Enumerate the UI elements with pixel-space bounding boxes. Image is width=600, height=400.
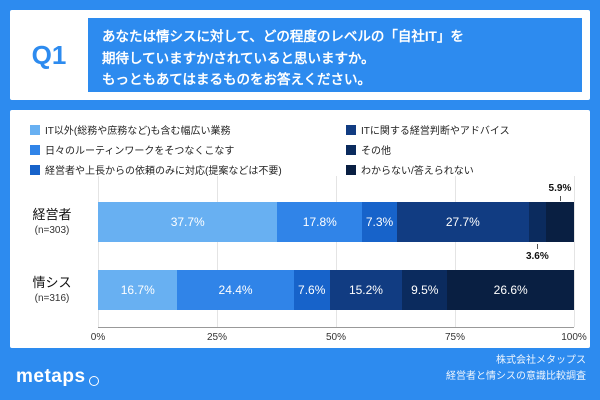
bar-segment: 37.7% bbox=[98, 202, 278, 242]
chart-legend: IT以外(総務や庶務など)も含む幅広い業務 日々のルーティンワークをそつなくこなす… bbox=[30, 122, 582, 177]
legend-item: 日々のルーティンワークをそつなくこなす bbox=[30, 142, 346, 157]
category-n: (n=316) bbox=[34, 292, 70, 304]
category-label-joshisu: 情シス (n=316) bbox=[10, 275, 94, 305]
credit-line-survey: 経営者と情シスの意識比較調査 bbox=[446, 370, 586, 382]
bar-segment: 7.3% bbox=[362, 202, 397, 242]
gridline bbox=[336, 176, 337, 327]
bar-segment bbox=[545, 202, 574, 242]
gridline bbox=[574, 176, 575, 327]
x-tick-label: 75% bbox=[444, 332, 466, 343]
legend-swatch bbox=[30, 124, 40, 135]
category-name: 経営者 bbox=[32, 207, 72, 222]
callout-leader-line bbox=[559, 196, 561, 201]
legend-label: 日々のルーティンワークをそつなくこなす bbox=[45, 146, 235, 157]
bar-segment: 27.7% bbox=[396, 202, 529, 242]
legend-item: ITに関する経営判断やアドバイス bbox=[346, 122, 510, 137]
bar-segment: 9.5% bbox=[402, 270, 448, 310]
question-line: もっともあてはまるものをお答えください。 bbox=[102, 72, 372, 88]
legend-label: わからない/答えられない bbox=[361, 166, 474, 177]
legend-swatch bbox=[346, 124, 356, 135]
bar-segment: 7.6% bbox=[293, 270, 330, 310]
legend-label: ITに関する経営判断やアドバイス bbox=[361, 126, 510, 137]
gridline bbox=[455, 176, 456, 327]
metaps-logo-mark-circle bbox=[88, 376, 99, 386]
survey-credits: 株式会社メタップス 経営者と情シスの意識比較調査 bbox=[446, 353, 586, 384]
legend-column-1: IT以外(総務や庶務など)も含む幅広い業務 日々のルーティンワークをそつなくこなす… bbox=[30, 122, 346, 177]
stacked-bar-joshisu: 16.7% 24.4% 7.6% 15.2% 9.5% 26.6% bbox=[98, 270, 574, 310]
legend-item: IT以外(総務や庶務など)も含む幅広い業務 bbox=[30, 122, 346, 137]
legend-column-2: ITに関する経営判断やアドバイス その他わからない/答えられない bbox=[346, 122, 510, 177]
category-n: (n=303) bbox=[34, 224, 70, 236]
x-tick-label: 50% bbox=[325, 332, 347, 343]
bar-segment: 24.4% bbox=[177, 270, 294, 310]
legend-swatch bbox=[346, 164, 356, 175]
legend-swatch bbox=[30, 144, 40, 155]
callout-leader-line bbox=[537, 244, 539, 249]
legend-item: 経営者や上長からの依頼のみに対応(提案などは不要) bbox=[30, 162, 346, 177]
legend-label: その他 bbox=[361, 146, 391, 157]
gridline bbox=[217, 176, 218, 327]
category-name: 情シス bbox=[32, 275, 72, 290]
question-line: あなたは情シスに対して、どの程度のレベルの「自社IT」を bbox=[102, 29, 464, 44]
x-tick-label: 25% bbox=[206, 332, 228, 343]
legend-item: わからない/答えられない bbox=[346, 162, 510, 177]
x-tick-label: 100% bbox=[561, 332, 587, 343]
x-axis-ticks: 0% 25% 50% 75% 100% bbox=[91, 332, 587, 346]
plot-area: 37.7% 17.8% 7.3% 27.7% 16.7% 24.4% 7.6% 15.2% 9.… bbox=[98, 176, 575, 328]
x-tick-label: 0% bbox=[90, 332, 106, 343]
metaps-logo: metaps bbox=[16, 367, 99, 386]
legend-swatch bbox=[30, 164, 40, 175]
legend-label: 経営者や上長からの依頼のみに対応(提案などは不要) bbox=[45, 166, 282, 177]
question-line: 期待していますか/されていると思いますか。 bbox=[102, 50, 375, 66]
credit-line-company: 株式会社メタップス bbox=[496, 355, 586, 366]
legend-swatch bbox=[346, 144, 356, 155]
question-number: Q1 bbox=[31, 39, 67, 70]
outside-value-label: 3.6% bbox=[525, 251, 549, 262]
chart-card: IT以外(総務や庶務など)も含む幅広い業務 日々のルーティンワークをそつなくこなす… bbox=[10, 110, 590, 348]
outside-value-label: 5.9% bbox=[548, 183, 572, 194]
question-card: Q1 あなたは情シスに対して、どの程度のレベルの「自社IT」を 期待していますか… bbox=[10, 10, 590, 100]
bar-segment: 15.2% bbox=[329, 270, 403, 310]
bar-segment: 16.7% bbox=[98, 270, 178, 310]
legend-item: その他 bbox=[346, 142, 510, 157]
gridline bbox=[98, 176, 99, 327]
category-label-keieisha: 経営者 (n=303) bbox=[10, 207, 94, 237]
bar-segment: 26.6% bbox=[447, 270, 574, 310]
stacked-bar-keieisha: 37.7% 17.8% 7.3% 27.7% bbox=[98, 202, 574, 242]
question-text-box: あなたは情シスに対して、どの程度のレベルの「自社IT」を 期待していますか/され… bbox=[88, 18, 582, 92]
legend-label: IT以外(総務や庶務など)も含む幅広い業務 bbox=[45, 126, 231, 137]
metaps-logo-text: metaps bbox=[16, 366, 86, 387]
bar-segment bbox=[528, 202, 546, 242]
bar-segment: 17.8% bbox=[277, 202, 363, 242]
